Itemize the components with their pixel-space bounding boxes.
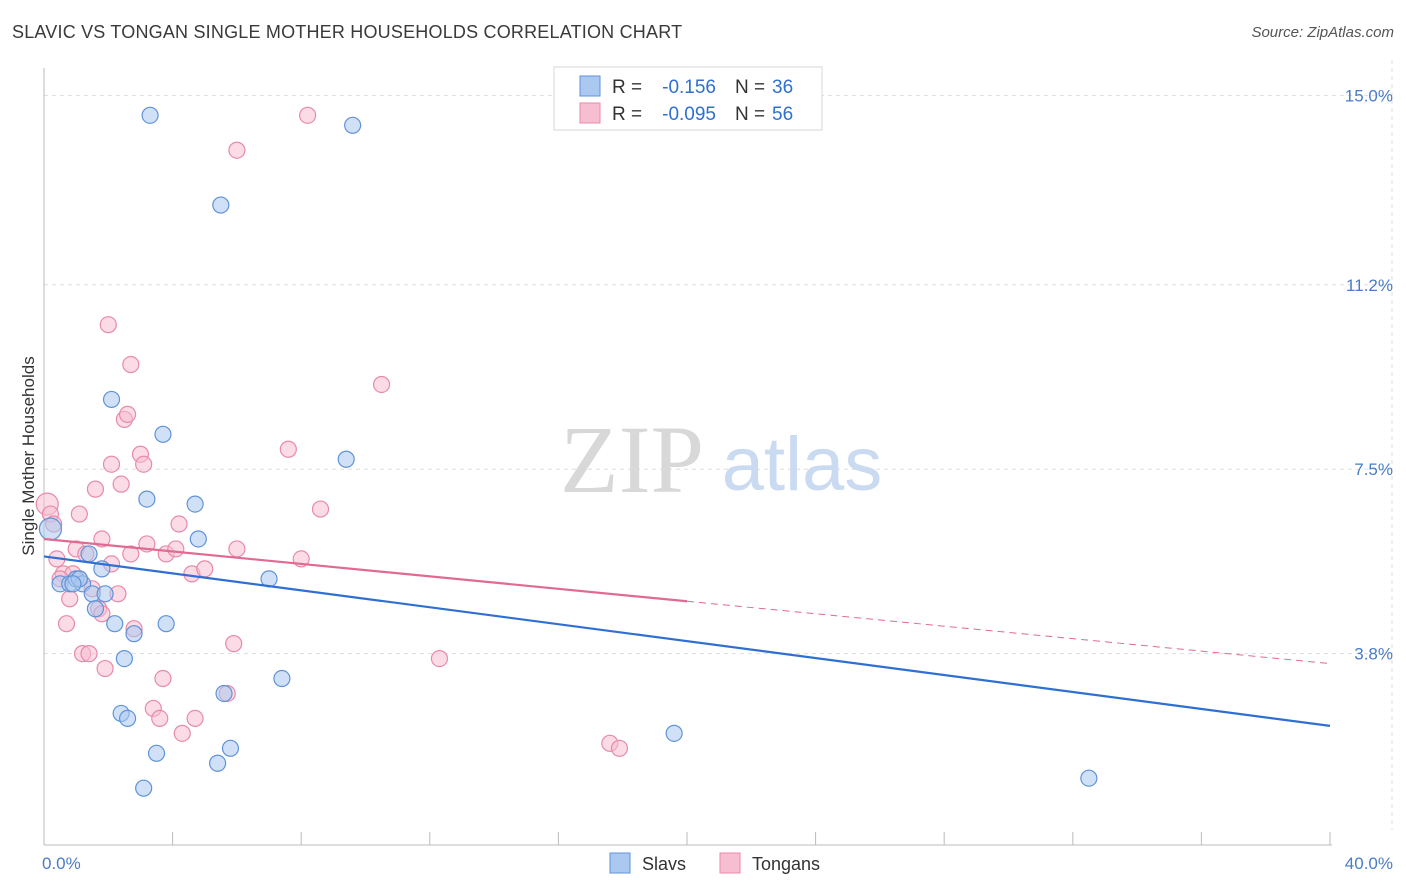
watermark: ZIP atlas — [560, 406, 882, 513]
legend-n-value-tongans: 56 — [772, 104, 793, 125]
slavs-point-11 — [106, 615, 124, 633]
grid-lines — [44, 60, 1393, 830]
y-axis-label: Single Mother Households — [19, 356, 38, 555]
x-tick-label-1: 40.0% — [1345, 854, 1393, 873]
tongans-point-34 — [151, 709, 169, 728]
tongans-point-22 — [102, 455, 121, 473]
tongans-point-24 — [112, 475, 130, 493]
legend-swatch-slavs — [579, 75, 601, 97]
axes — [43, 68, 1332, 846]
trend-line-slavs — [43, 555, 1331, 727]
slavs-point-27 — [221, 739, 240, 757]
tongans-point-49 — [299, 106, 317, 124]
watermark-zip: ZIP — [560, 406, 704, 513]
slavs-point-24 — [209, 754, 227, 772]
trend-lines — [43, 537, 1331, 727]
slavs-point-26 — [215, 684, 233, 703]
slavs-point-35 — [64, 575, 82, 593]
tongans-point-52 — [430, 649, 449, 668]
y-tick-label-2: 11.2% — [1346, 276, 1393, 295]
slavs-point-23 — [189, 530, 207, 548]
legend-n-label: N = — [735, 104, 765, 125]
tongans-point-45 — [228, 540, 246, 558]
tongans-point-39 — [170, 515, 188, 533]
y-tick-label-0: 3.8% — [1354, 645, 1393, 664]
slavs-point-30 — [337, 450, 355, 468]
tongans-point-47 — [279, 440, 297, 458]
tongans-point-31 — [135, 455, 153, 473]
slavs-point-32 — [665, 724, 683, 742]
tongans-point-44 — [225, 635, 243, 653]
tongans-point-17 — [93, 530, 111, 548]
watermark-atlas: atlas — [722, 422, 883, 507]
legend-swatch-tongans — [579, 102, 601, 124]
tongans-point-42 — [196, 560, 214, 578]
tongans-point-46 — [228, 141, 246, 159]
tongans-point-10 — [70, 505, 88, 523]
tongans-point-28 — [122, 355, 140, 374]
tongans-point-50 — [311, 500, 330, 518]
x-tick-labels: 0.0% 40.0% — [42, 854, 1393, 873]
tongans-point-41 — [186, 709, 204, 728]
y-tick-labels: 3.8% 7.5% 11.2% 15.0% — [1345, 86, 1393, 663]
legend-r-label: R = — [612, 77, 642, 98]
slavs-point-6 — [80, 545, 98, 563]
tongans-point-35 — [154, 669, 172, 688]
legend-n-label: N = — [735, 77, 765, 98]
series-tongans — [35, 106, 629, 757]
slavs-point-13 — [115, 649, 133, 668]
slavs-point-14 — [118, 709, 137, 728]
tongans-point-38 — [173, 724, 191, 742]
slavs-point-7 — [86, 600, 105, 618]
series-legend-swatch-tongans — [719, 852, 741, 874]
series-slavs — [38, 106, 1098, 797]
slavs-point-33 — [1080, 769, 1098, 787]
slavs-point-25 — [212, 196, 230, 214]
tongans-point-37 — [167, 540, 185, 558]
chart-title: SLAVIC VS TONGAN SINGLE MOTHER HOUSEHOLD… — [12, 22, 683, 42]
slavs-point-22 — [186, 495, 204, 513]
correlation-legend: R = -0.156 N = 36 R = -0.095 N = 56 — [553, 66, 823, 131]
tongans-point-54 — [610, 739, 629, 757]
series-legend: Slavs Tongans — [609, 852, 820, 874]
tongans-point-27 — [122, 545, 140, 563]
slavs-point-16 — [135, 779, 153, 797]
tongans-point-51 — [372, 375, 391, 394]
slavs-point-29 — [273, 669, 291, 688]
tongans-point-15 — [86, 480, 105, 498]
tongans-point-13 — [80, 645, 98, 663]
trend-line-tongans — [43, 537, 688, 603]
tongans-point-19 — [96, 659, 114, 678]
slavs-point-17 — [138, 490, 156, 508]
legend-r-label: R = — [612, 104, 642, 125]
tongans-point-26 — [118, 405, 137, 423]
slavs-point-9 — [96, 585, 114, 603]
series-legend-label-tongans: Tongans — [752, 854, 820, 874]
slavs-point-20 — [154, 425, 172, 443]
series-legend-swatch-slavs — [609, 852, 631, 874]
legend-r-value-slavs: -0.156 — [662, 77, 716, 98]
y-tick-label-3: 15.0% — [1345, 86, 1393, 105]
slavs-point-19 — [147, 744, 166, 762]
x-tick-label-0: 0.0% — [42, 854, 81, 873]
slavs-point-18 — [141, 106, 159, 124]
slavs-point-10 — [102, 390, 121, 409]
slavs-point-15 — [125, 625, 143, 643]
legend-n-value-slavs: 36 — [772, 77, 793, 98]
series-legend-label-slavs: Slavs — [642, 854, 686, 874]
tongans-point-5 — [57, 615, 76, 633]
slavs-point-0 — [38, 517, 63, 541]
tongans-point-6 — [61, 590, 79, 608]
slavs-point-21 — [157, 615, 175, 633]
legend-r-value-tongans: -0.095 — [662, 104, 716, 125]
y-tick-label-1: 7.5% — [1354, 460, 1393, 479]
source-credit: Source: ZipAtlas.com — [1251, 24, 1394, 41]
slavs-point-31 — [344, 116, 362, 134]
tongans-point-20 — [99, 316, 117, 334]
